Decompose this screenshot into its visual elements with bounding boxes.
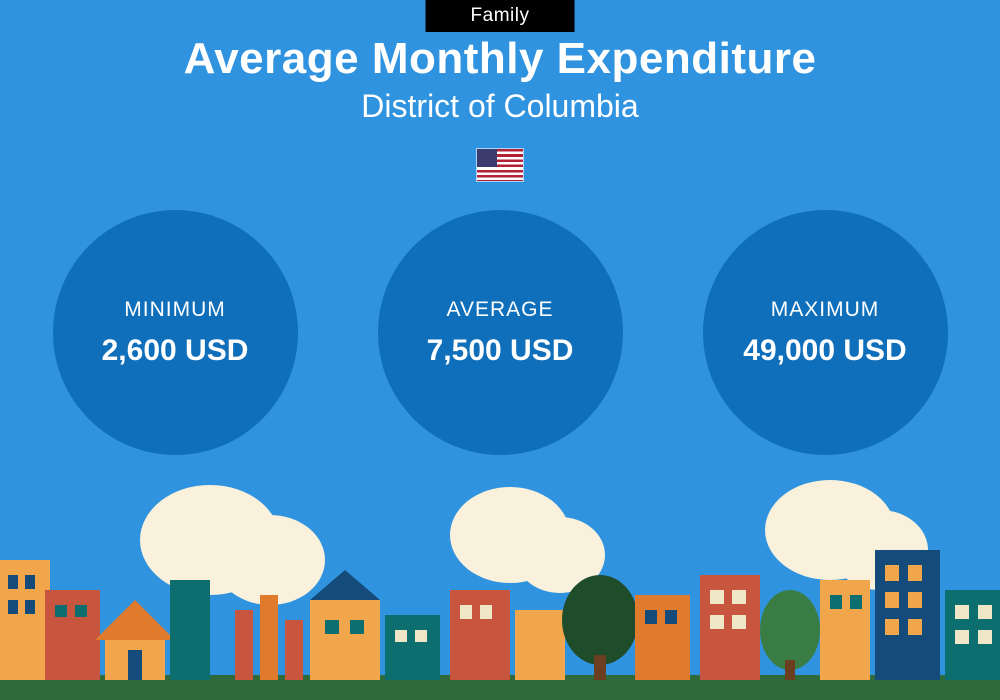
building	[700, 575, 760, 680]
stat-label: MINIMUM	[124, 298, 225, 322]
building	[875, 550, 940, 680]
stat-value: 2,600 USD	[102, 334, 249, 368]
stat-label: MAXIMUM	[771, 298, 880, 322]
us-flag-icon	[476, 148, 524, 182]
infographic-canvas: Family Average Monthly Expenditure Distr…	[0, 0, 1000, 700]
page-subtitle: District of Columbia	[0, 88, 1000, 125]
category-badge-text: Family	[471, 5, 530, 26]
tree-icon	[562, 575, 638, 680]
building	[450, 590, 510, 680]
cityscape-illustration	[0, 480, 1000, 700]
building	[235, 595, 303, 680]
building	[945, 590, 1000, 680]
building	[635, 595, 690, 680]
building	[45, 590, 100, 680]
tree-icon	[760, 590, 820, 680]
house	[95, 600, 175, 680]
stat-value: 49,000 USD	[743, 334, 906, 368]
category-badge: Family	[426, 0, 575, 32]
stat-circle-row: MINIMUM 2,600 USD AVERAGE 7,500 USD MAXI…	[0, 210, 1000, 455]
stat-circle-minimum: MINIMUM 2,600 USD	[53, 210, 298, 455]
cloud-icon	[450, 487, 605, 593]
stat-value: 7,500 USD	[427, 334, 574, 368]
building	[170, 580, 210, 680]
stat-circle-average: AVERAGE 7,500 USD	[378, 210, 623, 455]
building	[310, 570, 380, 680]
page-title: Average Monthly Expenditure	[0, 34, 1000, 84]
building	[820, 580, 870, 680]
stat-label: AVERAGE	[447, 298, 554, 322]
building	[0, 560, 50, 680]
building	[385, 615, 440, 680]
cloud-icon	[140, 485, 325, 605]
building	[515, 610, 565, 680]
stat-circle-maximum: MAXIMUM 49,000 USD	[703, 210, 948, 455]
